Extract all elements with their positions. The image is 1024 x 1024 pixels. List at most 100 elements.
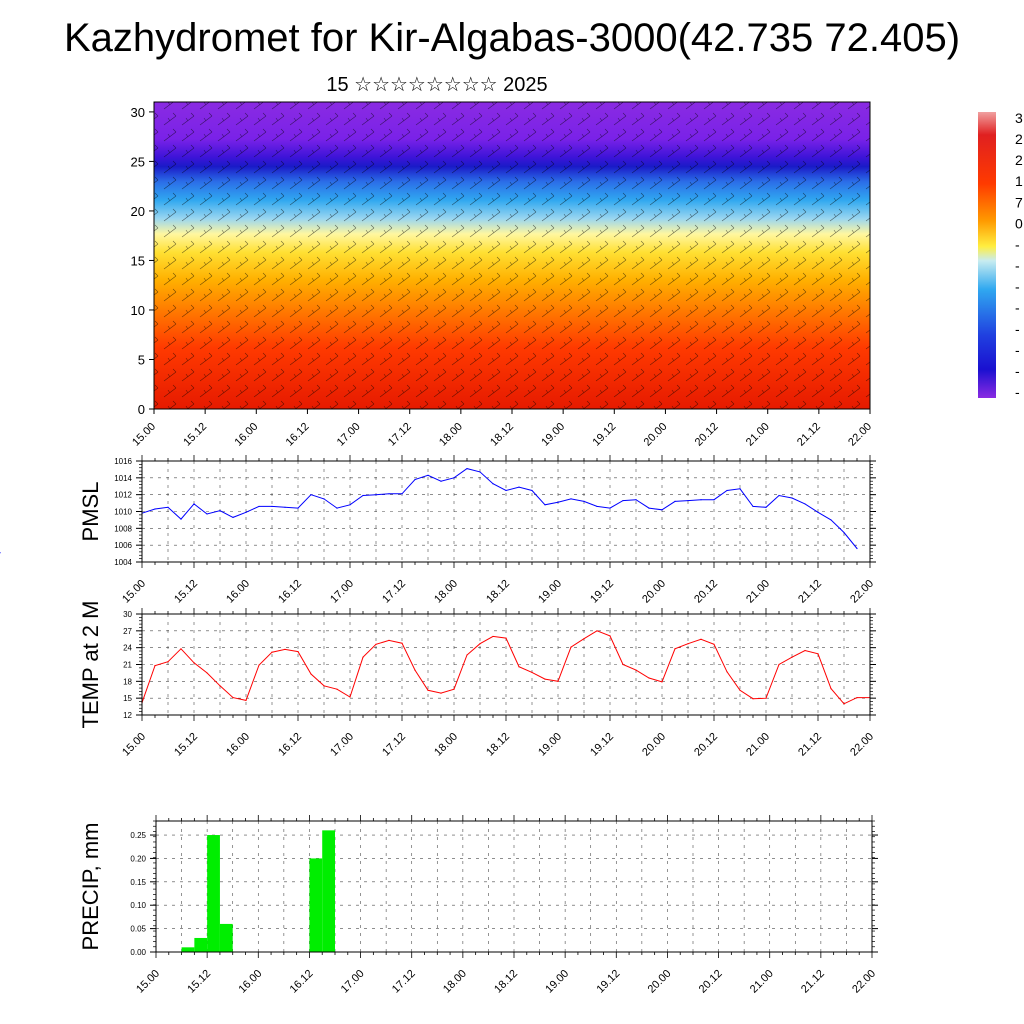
temp-point <box>362 656 364 658</box>
temp-point <box>583 638 585 640</box>
temp-point <box>466 654 468 656</box>
precip-bar <box>322 830 335 952</box>
heatmap-x-tick-label: 19.12 <box>590 421 618 449</box>
colorbar-label: 7 <box>1015 194 1023 210</box>
temp-x-tick-label: 15.12 <box>172 731 200 759</box>
pmsl-point <box>492 483 494 485</box>
precip-x-tick-label: 18.00 <box>441 968 469 996</box>
pmsl-point <box>414 478 416 481</box>
colorbar-label: - <box>1015 258 1020 274</box>
pmsl-x-tick-label: 17.12 <box>380 578 408 606</box>
temp-point <box>817 653 819 655</box>
colorbar: 3 2 2 1 7 0 - - - - - - - - <box>978 110 1023 400</box>
precip-bar <box>194 937 208 952</box>
temp-x-tick-label: 16.12 <box>276 731 304 759</box>
pmsl-point <box>401 493 403 495</box>
temp-y-tick-label: 18 <box>123 677 132 686</box>
precip-panel: 0.00 0.05 0.10 0.15 0.20 0.25 15.00 15.12 16.00 1… <box>78 815 878 996</box>
precip-x-tick-label: 19.00 <box>543 968 571 996</box>
temp-y-tick-label: 27 <box>123 627 132 636</box>
precip-x-tick-label: 18.12 <box>492 968 520 996</box>
pmsl-point <box>609 507 611 509</box>
pmsl-x-tick-label: 20.12 <box>692 578 720 606</box>
colorbar-label: - <box>1015 342 1020 358</box>
temp-panel: 12 15 18 21 24 27 30 15.00 15.12 16.00 16.12 17.00 1… <box>78 601 876 759</box>
temp-point <box>401 642 403 644</box>
pmsl-point <box>310 494 312 496</box>
heatmap-x-tick-label: 20.00 <box>642 421 670 449</box>
pmsl-point <box>180 518 182 520</box>
pmsl-point <box>297 507 299 509</box>
pmsl-point <box>518 486 520 488</box>
pmsl-point <box>596 505 598 508</box>
pmsl-point <box>856 547 858 550</box>
precip-bar <box>219 923 233 952</box>
pmsl-x-tick-label: 16.00 <box>224 578 252 606</box>
temp-series-line <box>141 630 870 705</box>
heatmap-x-tick-label: 21.00 <box>744 421 772 449</box>
pmsl-point <box>570 498 572 500</box>
temp-y-tick-label: 15 <box>123 694 132 703</box>
temp-point <box>375 643 377 645</box>
colorbar-label: - <box>1015 363 1020 379</box>
pmsl-x-tick-label: 18.00 <box>432 578 460 606</box>
temp-point <box>765 697 767 699</box>
pmsl-point <box>336 507 338 509</box>
pmsl-point <box>362 494 364 497</box>
temp-point <box>323 685 325 687</box>
precip-y-tick-label: 0.25 <box>130 831 146 840</box>
temp-point <box>245 699 247 702</box>
pmsl-point <box>479 471 481 473</box>
temp-y-tick-label: 12 <box>123 711 132 720</box>
temp-point <box>154 665 156 667</box>
temp-point <box>648 677 650 679</box>
temp-x-tick-label: 20.00 <box>640 731 668 759</box>
pmsl-point <box>752 505 754 508</box>
temp-x-tick-label: 15.00 <box>120 731 148 759</box>
heatmap-x-tick-label: 19.00 <box>539 421 567 449</box>
pmsl-point <box>323 498 325 500</box>
temp-point <box>687 643 689 645</box>
temp-x-tick-label: 16.00 <box>224 731 252 759</box>
pmsl-point <box>674 500 676 502</box>
temp-x-tick-label: 21.00 <box>744 731 772 759</box>
temp-point <box>167 661 169 663</box>
heatmap-y-tick-label: 30 <box>131 105 145 120</box>
temp-point <box>596 630 598 632</box>
heatmap-y-tick-label: 5 <box>138 352 145 367</box>
temp-point <box>258 664 260 666</box>
heatmap-x-tick-label: 18.12 <box>488 421 516 449</box>
temp-y-axis-title: TEMP at 2 M <box>78 601 103 729</box>
pmsl-panel: 1004 1006 1008 1010 1012 1014 1016 15.00 15.12 16… <box>0 455 876 606</box>
pmsl-point <box>0 552 1 554</box>
heatmap-y-tick-label: 10 <box>131 303 145 318</box>
pmsl-point <box>830 519 832 521</box>
precip-x-tick-label: 17.00 <box>339 968 367 996</box>
pmsl-x-tick-label: 18.12 <box>484 578 512 606</box>
temp-point <box>700 638 702 640</box>
pmsl-point <box>505 489 507 492</box>
precip-y-tick-label: 0.15 <box>130 878 146 887</box>
colorbar-label: 1 <box>1015 173 1023 189</box>
pmsl-y-tick-label: 1004 <box>114 558 132 567</box>
pmsl-series-line <box>141 468 858 549</box>
precip-x-tick-label: 22.00 <box>850 968 878 996</box>
colorbar-label: - <box>1015 300 1020 316</box>
precip-x-tick-label: 16.00 <box>236 968 264 996</box>
temp-point <box>232 697 234 699</box>
precip-y-tick-label: 0.20 <box>130 854 146 863</box>
colorbar-label: 0 <box>1015 215 1023 231</box>
pmsl-point <box>557 501 559 503</box>
heatmap-x-tick-label: 15.00 <box>130 421 158 449</box>
pmsl-point <box>154 508 156 510</box>
pmsl-x-tick-label: 15.12 <box>172 578 200 606</box>
temp-x-tick-label: 18.12 <box>484 731 512 759</box>
heatmap-x-tick-label: 17.00 <box>335 421 363 449</box>
temp-point <box>778 663 780 666</box>
temp-x-tick-label: 22.00 <box>848 731 876 759</box>
pmsl-y-axis-title: PMSL <box>78 482 103 542</box>
colorbar-label: 2 <box>1015 152 1023 168</box>
temp-point <box>206 672 208 674</box>
temp-point <box>661 681 663 683</box>
pmsl-x-tick-label: 22.00 <box>848 578 876 606</box>
